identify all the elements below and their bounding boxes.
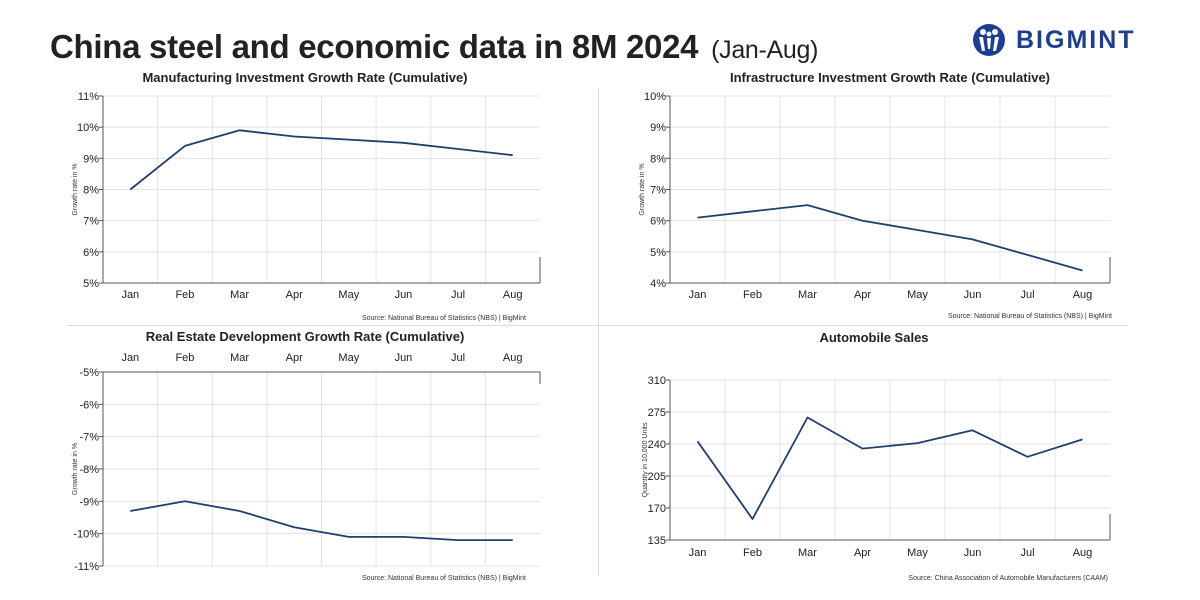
x-tick-label: Apr [854, 547, 871, 559]
x-tick-label: Feb [743, 289, 762, 301]
y-tick-label: 9% [83, 153, 99, 165]
vertical-divider [598, 88, 599, 576]
x-tick-label: Jun [395, 289, 413, 301]
series-line [129, 129, 513, 191]
source-note: Source: China Association of Automobile … [908, 575, 1108, 582]
series-line [697, 204, 1083, 272]
y-axis-label: Growth rate in % [72, 163, 79, 215]
y-tick-label: 9% [650, 122, 666, 134]
x-tick-label: Feb [743, 547, 762, 559]
horizontal-divider [66, 325, 1128, 326]
y-tick-label: 6% [83, 247, 99, 259]
y-tick-label: 205 [648, 471, 666, 483]
y-tick-label: -7% [79, 432, 99, 444]
x-tick-label: Jun [395, 352, 413, 364]
x-tick-label: Jul [1020, 547, 1034, 559]
y-tick-label: -6% [79, 399, 99, 411]
x-tick-label: Apr [286, 289, 303, 301]
x-tick-label: Aug [503, 352, 523, 364]
x-tick-label: Aug [503, 289, 523, 301]
page-title-main: China steel and economic data in 8M 2024 [50, 28, 699, 65]
x-tick-label: Jul [1020, 289, 1034, 301]
x-tick-label: Mar [230, 289, 249, 301]
chart-manufacturing: Manufacturing Investment Growth Rate (Cu… [72, 70, 541, 322]
series-line [130, 500, 513, 541]
chart-title: Automobile Sales [819, 330, 928, 345]
x-tick-label: Jun [964, 289, 982, 301]
x-tick-label: Jul [451, 352, 465, 364]
bigmint-logo-icon [973, 24, 1005, 56]
source-note: Source: National Bureau of Statistics (N… [362, 575, 526, 582]
chart-infrastructure: Infrastructure Investment Growth Rate (C… [639, 70, 1112, 320]
y-tick-label: -5% [79, 367, 99, 379]
x-tick-label: Mar [798, 289, 817, 301]
x-tick-label: Jan [689, 547, 707, 559]
chart-title: Manufacturing Investment Growth Rate (Cu… [142, 70, 467, 85]
x-tick-label: Aug [1073, 547, 1093, 559]
chart-automobile: Automobile Sales 135 170 205 240 275 310 Jan Feb… [642, 330, 1111, 582]
y-tick-label: 8% [83, 185, 99, 197]
x-tick-label: Feb [175, 352, 194, 364]
x-tick-label: Jul [451, 289, 465, 301]
y-tick-label: 310 [648, 375, 666, 387]
x-tick-label: Jan [121, 352, 139, 364]
y-tick-label: 240 [648, 439, 666, 451]
y-tick-label: 135 [648, 535, 666, 547]
source-note: Source: National Bureau of Statistics (N… [362, 315, 526, 322]
y-tick-label: -8% [79, 464, 99, 476]
x-tick-label: May [907, 547, 928, 559]
page-title-subtitle: (Jan-Aug) [711, 36, 819, 64]
chart-real-estate: Real Estate Development Growth Rate (Cum… [72, 329, 541, 582]
y-tick-label: 11% [78, 91, 99, 103]
x-tick-label: Jan [689, 289, 707, 301]
x-tick-label: May [338, 352, 359, 364]
y-tick-label: 5% [650, 247, 666, 259]
x-tick-label: Mar [230, 352, 249, 364]
y-tick-label: 4% [650, 278, 666, 290]
y-tick-label: 7% [83, 216, 99, 228]
page-title: China steel and economic data in 8M 2024… [50, 28, 818, 66]
chart-title: Real Estate Development Growth Rate (Cum… [146, 329, 465, 344]
x-tick-label: Mar [798, 547, 817, 559]
y-tick-label: -9% [79, 496, 99, 508]
x-tick-label: May [338, 289, 359, 301]
y-tick-label: 275 [648, 407, 666, 419]
y-tick-label: 8% [650, 153, 666, 165]
x-tick-label: Apr [286, 352, 303, 364]
y-tick-label: 10% [77, 122, 99, 134]
y-tick-label: -11% [74, 561, 99, 573]
logo-text: BIGMINT [1016, 25, 1136, 54]
x-tick-label: Jun [964, 547, 982, 559]
series-line [696, 416, 1083, 520]
y-tick-label: 6% [650, 216, 666, 228]
source-note: Source: National Bureau of Statistics (N… [948, 313, 1112, 320]
x-tick-label: Apr [854, 289, 871, 301]
y-tick-label: 7% [650, 185, 666, 197]
y-tick-label: 10% [644, 91, 666, 103]
x-tick-label: May [907, 289, 928, 301]
x-tick-label: Aug [1073, 289, 1093, 301]
y-tick-label: 170 [648, 503, 666, 515]
y-axis-label: Quantity in 10,000 Units [642, 422, 649, 497]
chart-title: Infrastructure Investment Growth Rate (C… [730, 70, 1050, 85]
y-axis-label: Growth rate in % [639, 163, 646, 215]
x-tick-label: Jan [121, 289, 139, 301]
y-axis-label: Growth rate in % [72, 443, 79, 495]
y-tick-label: -10% [73, 529, 99, 541]
bigmint-logo: BIGMINT [972, 22, 1136, 58]
x-tick-label: Feb [175, 289, 194, 301]
y-tick-label: 5% [83, 278, 99, 290]
